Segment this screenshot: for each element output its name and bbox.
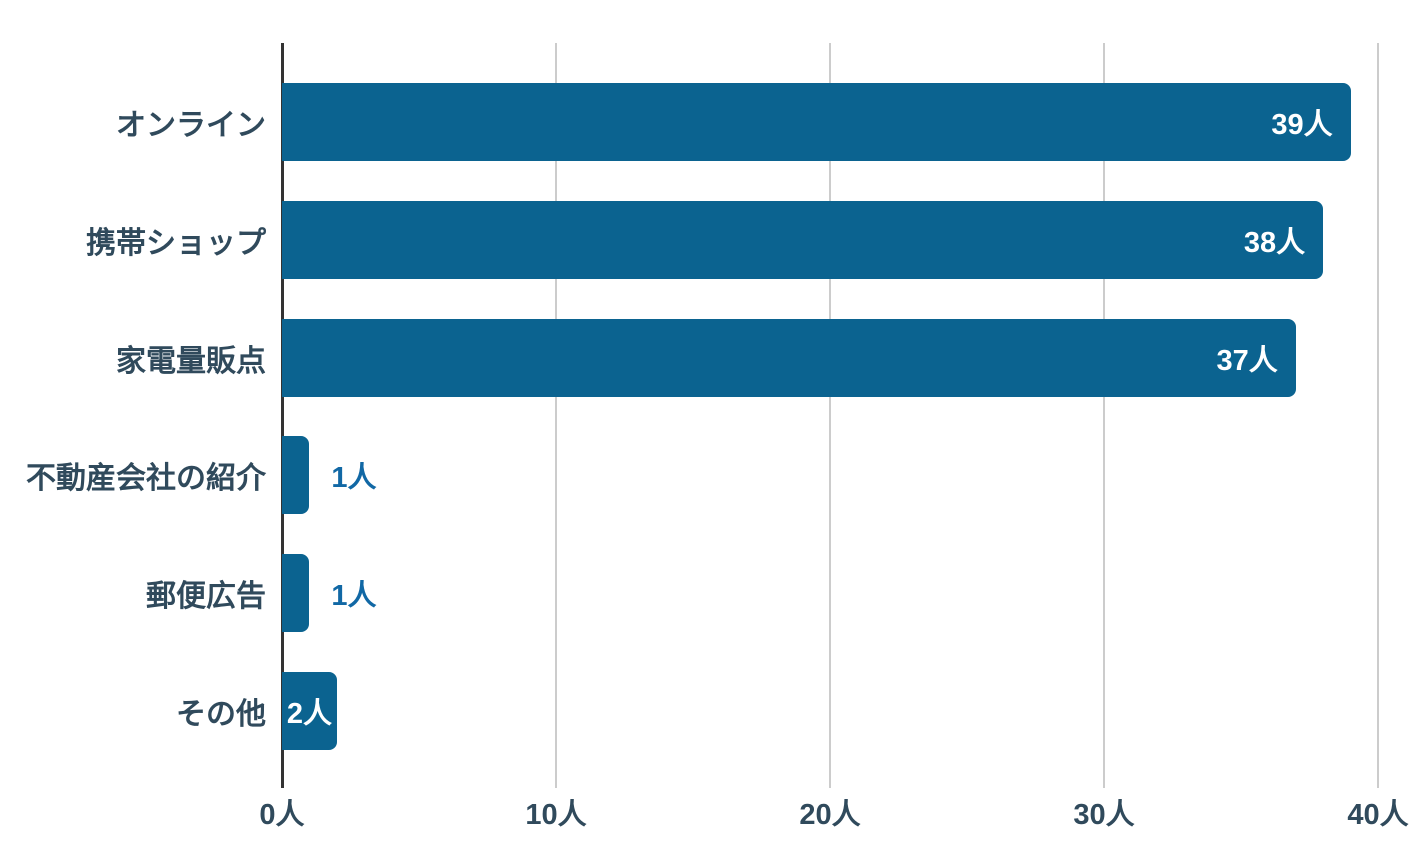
chart-rows: オンライン 39人 携帯ショップ 38人 家電量販点 37人 不動産会社の紹介 1人 郵便広告 1… (0, 63, 1422, 770)
bar-row: 郵便広告 1人 (0, 534, 1422, 652)
gridline-30 (1103, 43, 1105, 788)
category-label: オンライン (116, 108, 266, 142)
gridline-20 (829, 43, 831, 788)
bar-track: 2人 (282, 652, 1378, 770)
value-label: 2人 (286, 698, 332, 731)
gridline-40 (1377, 43, 1379, 788)
category-label: 郵便広告 (146, 580, 266, 614)
bar: 38人 (282, 200, 1324, 279)
x-tick-label: 40人 (1347, 799, 1409, 831)
value-label: 38人 (1243, 226, 1306, 259)
value-label: 1人 (331, 580, 377, 613)
x-tick-label: 20人 (799, 799, 861, 831)
bar: 37人 (282, 318, 1296, 397)
bar-row: その他 2人 (0, 652, 1422, 770)
bar-track: 39人 (282, 63, 1378, 181)
x-tick-label: 30人 (1073, 799, 1135, 831)
category-label: 携帯ショップ (86, 226, 266, 260)
bar-track: 1人 (282, 534, 1378, 652)
value-label: 37人 (1216, 344, 1278, 377)
bar-track: 38人 (282, 181, 1378, 299)
bar-track: 37人 (282, 299, 1378, 417)
x-tick-label: 0人 (259, 799, 305, 831)
value-label: 1人 (331, 462, 377, 495)
bar (282, 436, 310, 515)
bar-row: 家電量販点 37人 (0, 299, 1422, 417)
value-label: 39人 (1271, 108, 1333, 141)
bar-row: 不動産会社の紹介 1人 (0, 416, 1422, 534)
bar: 2人 (282, 672, 337, 751)
y-axis-line (281, 43, 284, 788)
category-label: その他 (176, 698, 266, 732)
bar: 39人 (282, 82, 1351, 161)
category-label: 家電量販点 (116, 344, 266, 378)
bar-track: 1人 (282, 416, 1378, 534)
gridline-10 (555, 43, 557, 788)
grid-layer (281, 43, 1379, 788)
bar-row: 携帯ショップ 38人 (0, 181, 1422, 299)
x-axis-labels: 0人 10人 20人 30人 40人 (259, 791, 1408, 831)
bar-row: オンライン 39人 (0, 63, 1422, 181)
x-tick-label: 10人 (525, 799, 587, 831)
bar (282, 554, 310, 633)
category-label: 不動産会社の紹介 (26, 462, 266, 496)
